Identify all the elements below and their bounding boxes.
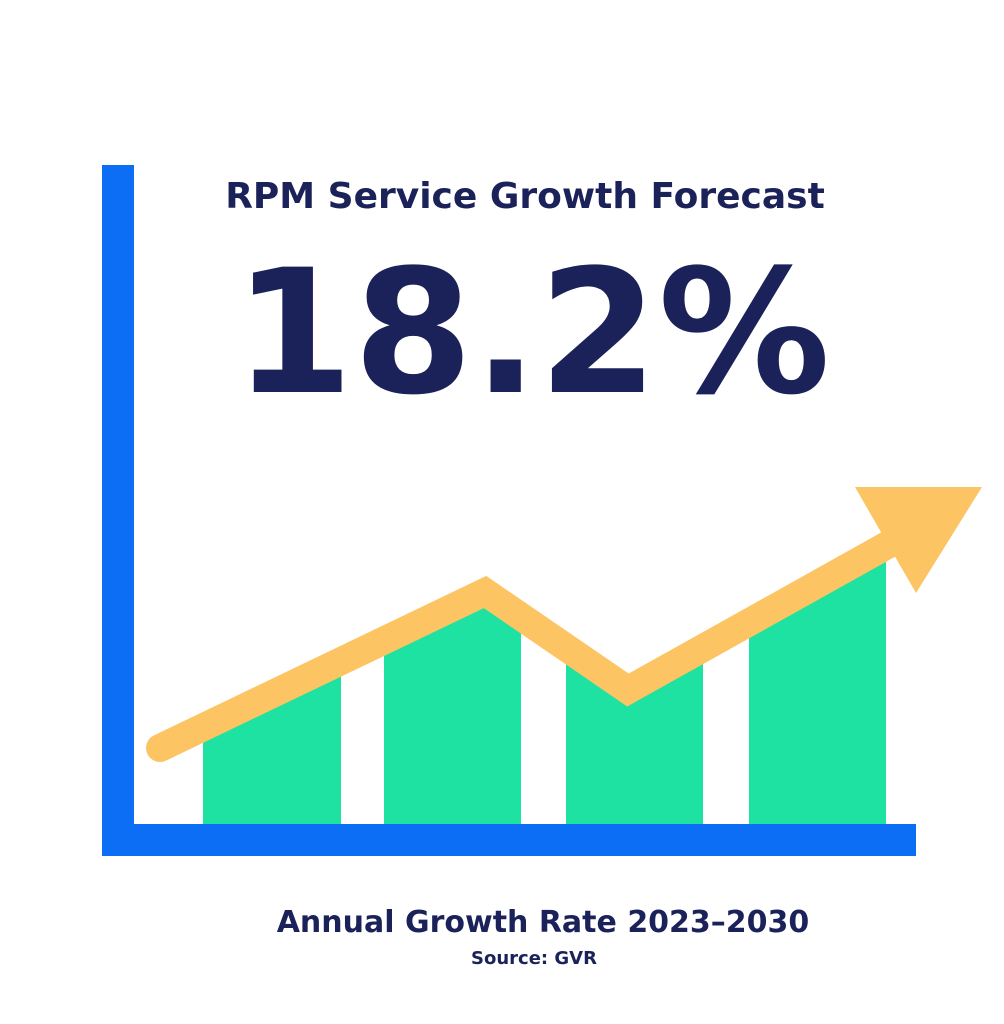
caption: Annual Growth Rate 2023–2030 [277,905,810,940]
x-axis [102,824,916,856]
title: RPM Service Growth Forecast [225,176,825,217]
bar [566,648,703,824]
bar [203,661,341,824]
source: Source: GVR [471,948,597,969]
bar [384,592,521,824]
headline-stat: 18.2% [234,232,831,433]
y-axis [102,165,134,856]
arrow-head [855,487,982,593]
trend-arrow [146,524,914,762]
